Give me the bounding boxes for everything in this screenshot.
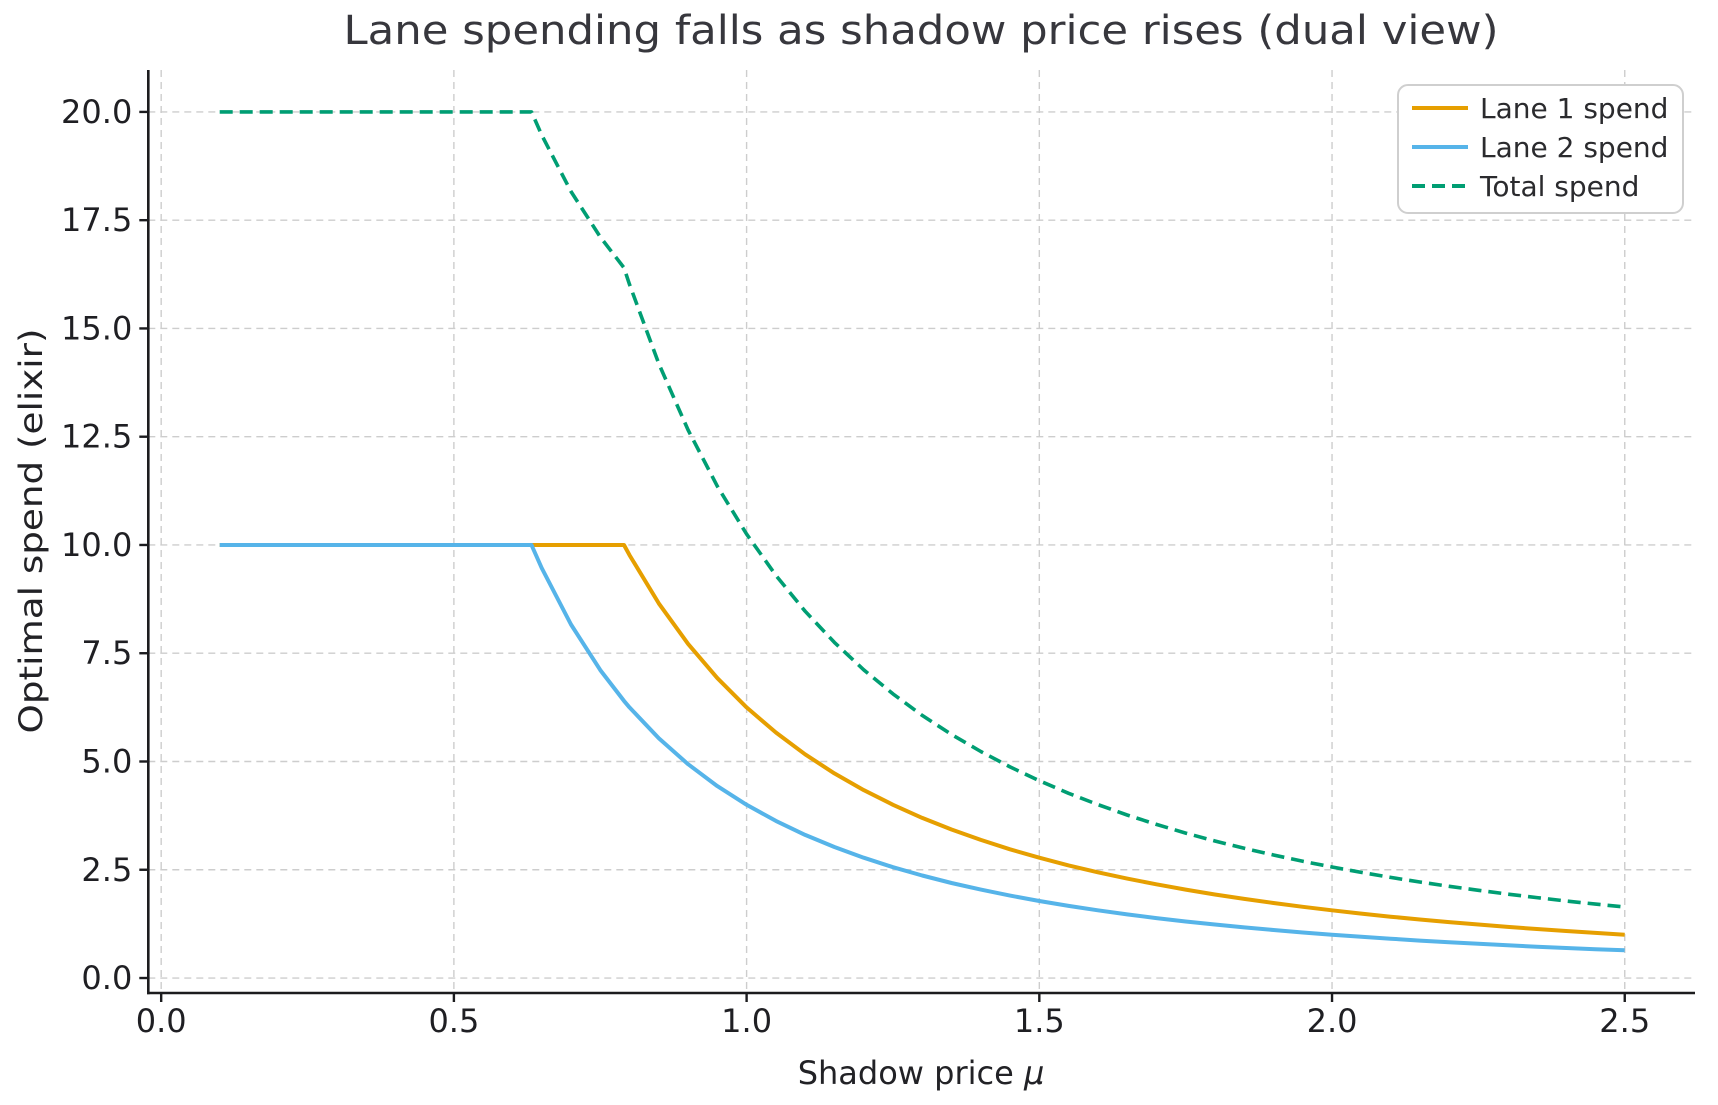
legend (1397, 84, 1684, 214)
legend-label-total-spend: Total spend (1479, 170, 1639, 203)
y-tick-label: 5.0 (81, 742, 132, 780)
y-tick-label: 0.0 (81, 959, 132, 997)
x-tick-label: 1.5 (1014, 1002, 1065, 1040)
legend-label-lane-2-spend: Lane 2 spend (1480, 131, 1668, 164)
y-tick-label: 12.5 (61, 418, 132, 456)
x-axis-label: Shadow price μ (798, 1054, 1045, 1092)
series-line-lane-2-spend (219, 543, 1625, 953)
y-tick-label: 15.0 (61, 309, 132, 347)
y-tick-label: 17.5 (61, 201, 132, 239)
y-axis-label: Optimal spend (elixir) (12, 329, 50, 734)
chart-title: Lane spending falls as shadow price rise… (344, 8, 1499, 54)
x-tick-label: 2.0 (1307, 1002, 1358, 1040)
series-line-lane-1-spend (219, 543, 1625, 937)
y-tick-label: 7.5 (81, 634, 132, 672)
series-line-total-spend (219, 110, 1625, 909)
legend-label-lane-1-spend: Lane 1 spend (1480, 92, 1668, 125)
x-axis-label-text: Shadow price (798, 1054, 1024, 1092)
y-tick-label: 2.5 (81, 851, 132, 889)
x-tick-label: 2.5 (1599, 1002, 1650, 1040)
x-tick-label: 1.0 (721, 1002, 772, 1040)
y-tick-label: 20.0 (61, 93, 132, 131)
y-tick-label: 10.0 (61, 526, 132, 564)
mu-symbol: μ (1023, 1054, 1044, 1092)
x-tick-label: 0.0 (136, 1002, 187, 1040)
x-tick-label: 0.5 (428, 1002, 479, 1040)
